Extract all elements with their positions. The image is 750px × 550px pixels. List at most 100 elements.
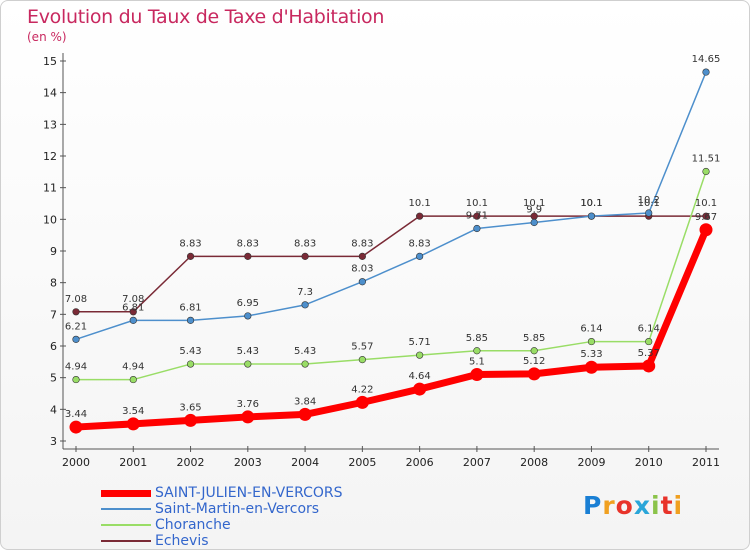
- data-point: [358, 356, 366, 364]
- data-point: [298, 407, 312, 421]
- data-label: 7.3: [297, 287, 313, 298]
- data-label: 5.1: [469, 357, 485, 368]
- data-label: 3.84: [294, 396, 316, 407]
- proxiti-logo: Proxiti: [583, 491, 683, 520]
- data-label: 10.1: [638, 198, 660, 209]
- data-point: [416, 351, 424, 359]
- data-label: 4.94: [122, 362, 144, 373]
- logo-letter: P: [583, 491, 603, 520]
- legend-label: Echevis: [155, 533, 209, 549]
- data-label: 5.43: [179, 346, 201, 357]
- logo-letter: r: [602, 491, 616, 520]
- data-label: 5.43: [294, 346, 316, 357]
- data-label: 3.65: [179, 402, 201, 413]
- x-tick-label: 2006: [406, 456, 434, 469]
- x-tick-label: 2010: [635, 456, 663, 469]
- data-point: [69, 420, 83, 434]
- data-label: 5.43: [237, 346, 259, 357]
- legend-label: SAINT-JULIEN-EN-VERCORS: [155, 485, 343, 501]
- chart-title: Evolution du Taux de Taxe d'Habitation: [27, 6, 385, 28]
- y-tick-label: 3: [50, 435, 57, 448]
- legend-swatch: [101, 540, 151, 542]
- data-label: 5.57: [351, 342, 373, 353]
- x-tick-label: 2005: [348, 456, 376, 469]
- data-point: [587, 212, 596, 220]
- data-label: 6.81: [179, 302, 201, 313]
- data-label: 5.12: [523, 356, 545, 367]
- logo-letter: t: [660, 491, 674, 520]
- data-point: [358, 278, 366, 286]
- data-point: [699, 223, 713, 237]
- x-tick-label: 2002: [177, 456, 205, 469]
- data-point: [642, 359, 656, 373]
- x-tick-label: 2011: [692, 456, 720, 469]
- data-point: [244, 252, 252, 260]
- y-tick-label: 10: [43, 213, 57, 226]
- data-point: [702, 167, 710, 176]
- legend-label: Saint-Martin-en-Vercors: [155, 501, 320, 517]
- data-point: [244, 312, 252, 320]
- x-tick-label: 2003: [234, 456, 262, 469]
- data-point: [129, 375, 137, 384]
- data-label: 5.85: [466, 333, 488, 344]
- y-tick-label: 5: [50, 372, 57, 385]
- data-label: 4.64: [409, 371, 431, 382]
- y-tick-label: 12: [43, 150, 57, 163]
- data-label: 8.83: [237, 238, 259, 249]
- data-label: 8.83: [351, 238, 373, 249]
- x-tick-label: 2000: [62, 456, 90, 469]
- data-point: [530, 347, 538, 355]
- data-label: 6.14: [638, 324, 660, 335]
- data-point: [126, 417, 140, 431]
- logo-letter: i: [673, 491, 684, 520]
- data-label: 6.95: [237, 298, 259, 309]
- data-label: 9.9: [526, 205, 542, 216]
- data-point: [301, 360, 309, 368]
- legend-label: Choranche: [155, 517, 231, 533]
- data-label: 8.83: [409, 238, 431, 249]
- data-label: 5.85: [523, 333, 545, 344]
- data-label: 9.71: [466, 211, 488, 222]
- logo-letter: i: [651, 491, 661, 520]
- y-axis-unit-label: (en %): [27, 30, 67, 44]
- data-label: 9.67: [695, 212, 717, 223]
- data-point: [186, 252, 195, 260]
- logo-letter: x: [633, 491, 651, 520]
- series-line-0: [72, 226, 710, 431]
- data-label: 10.1: [695, 198, 717, 209]
- data-label: 7.08: [65, 294, 87, 305]
- data-label: 5.33: [580, 349, 602, 360]
- data-label: 8.83: [179, 238, 201, 249]
- data-label: 10.1: [466, 198, 488, 209]
- x-tick-label: 2007: [463, 456, 491, 469]
- data-label: 4.94: [65, 362, 87, 373]
- data-label: 3.54: [122, 406, 144, 417]
- data-point: [584, 360, 598, 374]
- data-label: 11.51: [692, 154, 721, 165]
- data-point: [470, 368, 484, 381]
- y-tick-label: 15: [43, 55, 57, 68]
- data-point: [129, 308, 137, 316]
- y-tick-label: 14: [43, 87, 57, 100]
- data-label: 6.81: [122, 302, 144, 313]
- data-point: [301, 301, 309, 309]
- data-label: 8.83: [294, 238, 316, 249]
- data-label: 10.2: [638, 195, 660, 206]
- data-point: [413, 382, 427, 396]
- data-point: [416, 252, 424, 260]
- data-label: 6.14: [580, 324, 602, 335]
- data-point: [186, 360, 195, 368]
- data-point: [473, 224, 481, 233]
- data-label: 5.71: [409, 337, 431, 348]
- x-tick-label: 2001: [119, 456, 147, 469]
- data-point: [241, 410, 255, 424]
- y-tick-label: 9: [50, 245, 57, 258]
- y-tick-label: 13: [43, 118, 57, 131]
- data-point: [72, 375, 80, 384]
- data-point: [702, 212, 710, 220]
- y-tick-label: 6: [50, 340, 57, 353]
- data-point: [645, 337, 653, 346]
- series-line-2: [75, 170, 707, 381]
- x-tick-label: 2004: [291, 456, 319, 469]
